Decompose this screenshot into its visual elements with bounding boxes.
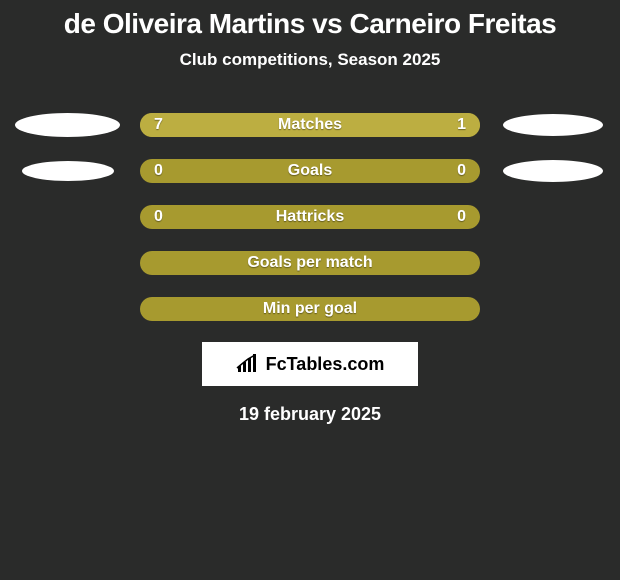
stat-bar: 0Goals0 — [140, 159, 480, 183]
bar-chart-icon — [236, 354, 260, 374]
left-marker-slot — [15, 294, 120, 324]
stats-rows: 7Matches10Goals00Hattricks0Goals per mat… — [0, 102, 620, 332]
left-marker-slot — [15, 156, 120, 186]
stat-bar: 7Matches1 — [140, 113, 480, 137]
right-marker-slot — [500, 110, 605, 140]
stat-value-right: 0 — [457, 162, 466, 180]
stat-bar: Goals per match — [140, 251, 480, 275]
right-ellipse — [503, 160, 603, 182]
page-title: de Oliveira Martins vs Carneiro Freitas — [0, 0, 620, 40]
stat-row: 7Matches1 — [0, 102, 620, 148]
left-ellipse — [22, 161, 114, 181]
stat-row: Goals per match — [0, 240, 620, 286]
right-marker-slot — [500, 156, 605, 186]
right-marker-slot — [500, 202, 605, 232]
right-marker-slot — [500, 248, 605, 278]
stat-label: Goals — [140, 162, 480, 180]
right-ellipse — [503, 114, 603, 136]
stat-label: Matches — [140, 116, 480, 134]
left-marker-slot — [15, 110, 120, 140]
stat-row: Min per goal — [0, 286, 620, 332]
left-marker-slot — [15, 202, 120, 232]
left-marker-slot — [15, 248, 120, 278]
branding-text: FcTables.com — [266, 354, 385, 375]
branding-badge: FcTables.com — [202, 342, 418, 386]
left-ellipse — [15, 113, 120, 137]
stat-value-right: 0 — [457, 208, 466, 226]
stat-bar: Min per goal — [140, 297, 480, 321]
stat-row: 0Goals0 — [0, 148, 620, 194]
stat-bar: 0Hattricks0 — [140, 205, 480, 229]
stat-label: Hattricks — [140, 208, 480, 226]
date-text: 19 february 2025 — [0, 404, 620, 425]
stat-value-right: 1 — [457, 116, 466, 134]
stat-row: 0Hattricks0 — [0, 194, 620, 240]
subtitle: Club competitions, Season 2025 — [0, 50, 620, 70]
right-marker-slot — [500, 294, 605, 324]
stat-label: Min per goal — [140, 300, 480, 318]
stat-label: Goals per match — [140, 254, 480, 272]
